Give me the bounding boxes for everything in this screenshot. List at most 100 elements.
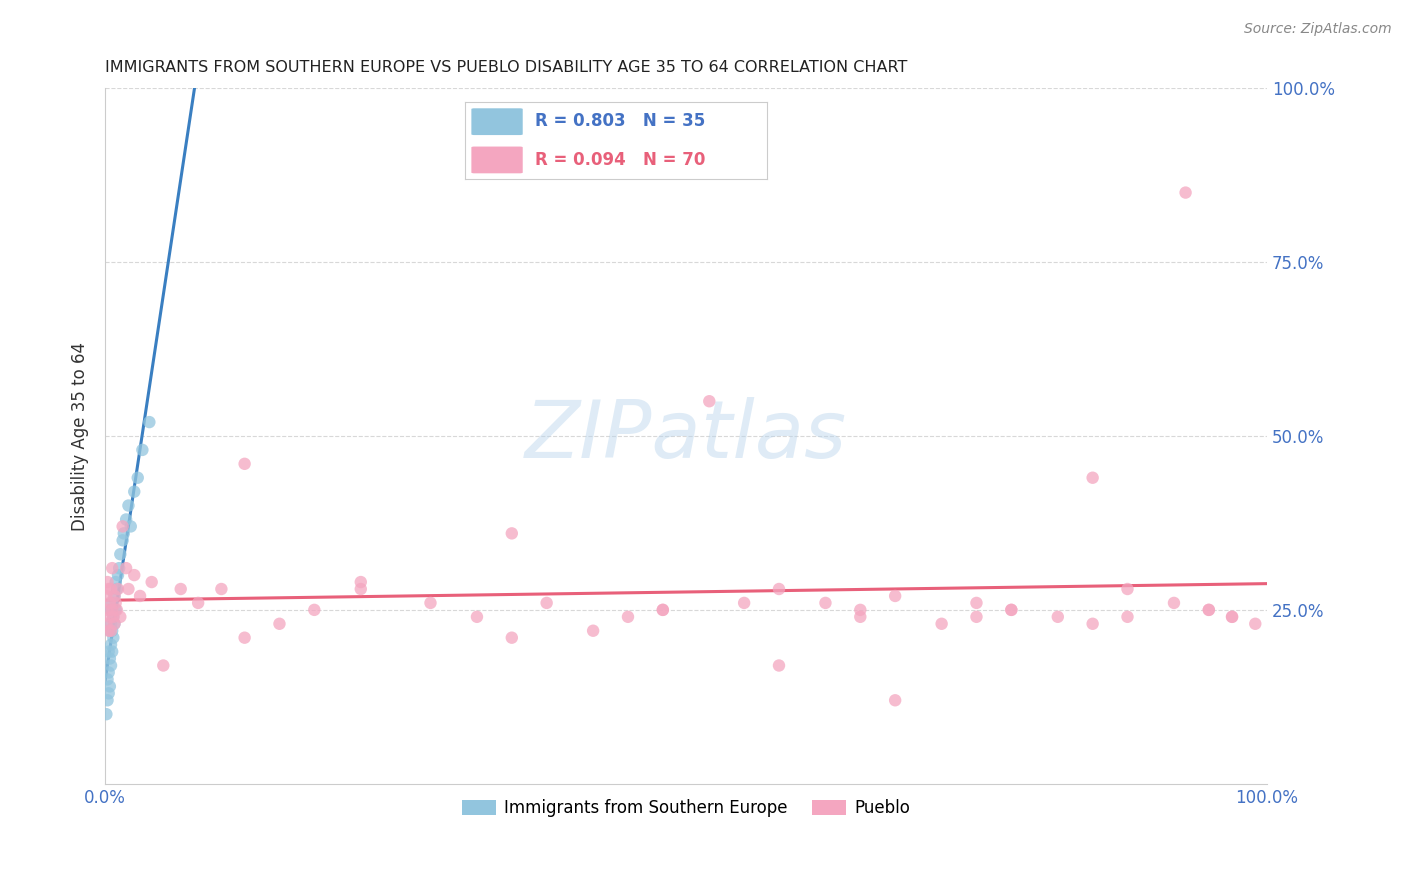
- Point: [111, 519, 134, 533]
- Point: [465, 610, 488, 624]
- Point: [931, 616, 953, 631]
- Legend: Immigrants from Southern Europe, Pueblo: Immigrants from Southern Europe, Pueblo: [456, 793, 917, 824]
- Point: [1198, 603, 1220, 617]
- Text: Source: ZipAtlas.com: Source: ZipAtlas.com: [1244, 22, 1392, 37]
- Point: [101, 561, 124, 575]
- Point: [1116, 582, 1139, 596]
- Point: [170, 582, 193, 596]
- Point: [697, 394, 720, 409]
- Point: [100, 624, 122, 638]
- Point: [129, 589, 152, 603]
- Point: [350, 575, 373, 590]
- Point: [101, 603, 124, 617]
- Point: [107, 568, 129, 582]
- Point: [100, 638, 122, 652]
- Point: [112, 526, 135, 541]
- Point: [103, 616, 125, 631]
- Point: [304, 603, 326, 617]
- Point: [501, 631, 523, 645]
- Point: [98, 679, 121, 693]
- Point: [100, 658, 122, 673]
- Point: [127, 471, 149, 485]
- Point: [1198, 603, 1220, 617]
- Point: [884, 693, 907, 707]
- Point: [96, 603, 118, 617]
- Point: [122, 484, 145, 499]
- Point: [104, 575, 127, 590]
- Point: [269, 616, 291, 631]
- Point: [814, 596, 837, 610]
- Point: [120, 519, 142, 533]
- Point: [103, 631, 125, 645]
- Point: [110, 547, 132, 561]
- Point: [187, 596, 209, 610]
- Point: [966, 596, 988, 610]
- Point: [97, 644, 120, 658]
- Point: [884, 589, 907, 603]
- Point: [1081, 616, 1104, 631]
- Point: [651, 603, 673, 617]
- Point: [103, 610, 125, 624]
- Point: [117, 582, 139, 596]
- Point: [117, 499, 139, 513]
- Point: [110, 610, 132, 624]
- Point: [104, 603, 127, 617]
- Point: [101, 624, 124, 638]
- Point: [966, 610, 988, 624]
- Point: [1220, 610, 1243, 624]
- Point: [1163, 596, 1185, 610]
- Point: [100, 616, 122, 631]
- Point: [233, 631, 256, 645]
- Point: [97, 665, 120, 680]
- Point: [122, 568, 145, 582]
- Point: [1081, 471, 1104, 485]
- Text: IMMIGRANTS FROM SOUTHERN EUROPE VS PUEBLO DISABILITY AGE 35 TO 64 CORRELATION CH: IMMIGRANTS FROM SOUTHERN EUROPE VS PUEBL…: [105, 60, 908, 75]
- Point: [98, 624, 121, 638]
- Point: [733, 596, 755, 610]
- Point: [849, 603, 872, 617]
- Point: [98, 610, 121, 624]
- Point: [1000, 603, 1022, 617]
- Point: [97, 686, 120, 700]
- Point: [582, 624, 605, 638]
- Point: [107, 582, 129, 596]
- Point: [100, 582, 122, 596]
- Point: [98, 596, 121, 610]
- Point: [97, 582, 120, 596]
- Point: [115, 512, 138, 526]
- Point: [105, 603, 128, 617]
- Point: [97, 624, 120, 638]
- Point: [419, 596, 441, 610]
- Text: ZIPatlas: ZIPatlas: [524, 397, 848, 475]
- Point: [98, 651, 121, 665]
- Point: [115, 561, 138, 575]
- Point: [96, 589, 118, 603]
- Point: [849, 610, 872, 624]
- Point: [617, 610, 640, 624]
- Y-axis label: Disability Age 35 to 64: Disability Age 35 to 64: [72, 342, 89, 531]
- Point: [96, 616, 118, 631]
- Point: [768, 582, 790, 596]
- Point: [501, 526, 523, 541]
- Point: [1000, 603, 1022, 617]
- Point: [104, 596, 127, 610]
- Point: [108, 561, 131, 575]
- Point: [141, 575, 163, 590]
- Point: [209, 582, 232, 596]
- Point: [101, 596, 124, 610]
- Point: [1244, 616, 1267, 631]
- Point: [1116, 610, 1139, 624]
- Point: [152, 658, 174, 673]
- Point: [103, 610, 125, 624]
- Point: [536, 596, 558, 610]
- Point: [96, 673, 118, 687]
- Point: [101, 644, 124, 658]
- Point: [350, 582, 373, 596]
- Point: [105, 582, 128, 596]
- Point: [131, 442, 153, 457]
- Point: [138, 415, 160, 429]
- Point: [100, 603, 122, 617]
- Point: [96, 693, 118, 707]
- Point: [103, 589, 125, 603]
- Point: [233, 457, 256, 471]
